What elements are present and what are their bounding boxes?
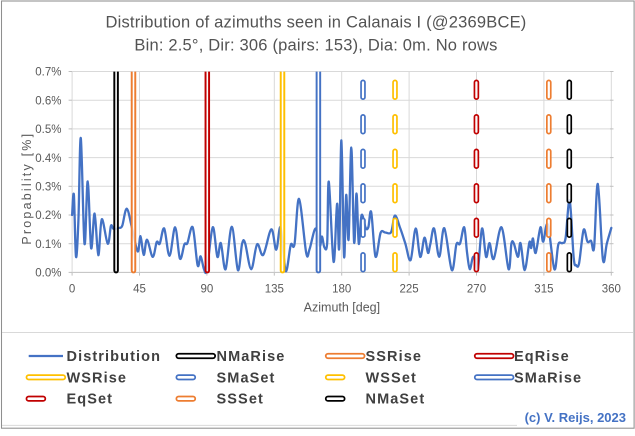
svg-text:0.3%: 0.3% [35, 182, 61, 194]
svg-text:SSRise: SSRise [366, 349, 423, 365]
svg-text:225: 225 [400, 284, 419, 296]
svg-text:45: 45 [133, 284, 146, 296]
svg-text:Bin: 2.5°, Dir: 306 (pairs: 15: Bin: 2.5°, Dir: 306 (pairs: 153), Dia: 0… [134, 36, 497, 54]
svg-text:180: 180 [332, 284, 351, 296]
svg-text:135: 135 [265, 284, 284, 296]
svg-text:0.1%: 0.1% [35, 239, 61, 251]
svg-text:360: 360 [602, 284, 621, 296]
svg-text:0.6%: 0.6% [35, 95, 61, 107]
svg-text:Distribution: Distribution [67, 349, 162, 365]
svg-text:(c) V. Reijs, 2023: (c) V. Reijs, 2023 [525, 410, 626, 425]
svg-text:EqRise: EqRise [514, 349, 570, 365]
svg-text:0.0%: 0.0% [35, 268, 61, 280]
svg-text:SSSet: SSSet [217, 392, 264, 408]
svg-text:0: 0 [69, 284, 75, 296]
svg-text:SMaSet: SMaSet [217, 370, 276, 386]
svg-text:NMaSet: NMaSet [366, 392, 426, 408]
svg-text:SMaRise: SMaRise [514, 370, 582, 386]
svg-text:0.2%: 0.2% [35, 210, 61, 222]
svg-text:WSRise: WSRise [67, 370, 128, 386]
svg-text:90: 90 [201, 284, 214, 296]
svg-text:WSSet: WSSet [366, 370, 417, 386]
svg-text:0.5%: 0.5% [35, 124, 61, 136]
svg-text:Azimuth [deg]: Azimuth [deg] [304, 300, 380, 314]
svg-text:270: 270 [467, 284, 486, 296]
svg-text:NMaRise: NMaRise [217, 349, 286, 365]
svg-text:EqSet: EqSet [67, 392, 114, 408]
svg-text:315: 315 [534, 284, 553, 296]
svg-text:Distribution of azimuths seen: Distribution of azimuths seen in Calanai… [106, 14, 527, 32]
svg-text:0.4%: 0.4% [35, 153, 61, 165]
svg-text:0.7%: 0.7% [35, 67, 61, 79]
svg-text:Propability [%]: Propability [%] [20, 132, 34, 245]
